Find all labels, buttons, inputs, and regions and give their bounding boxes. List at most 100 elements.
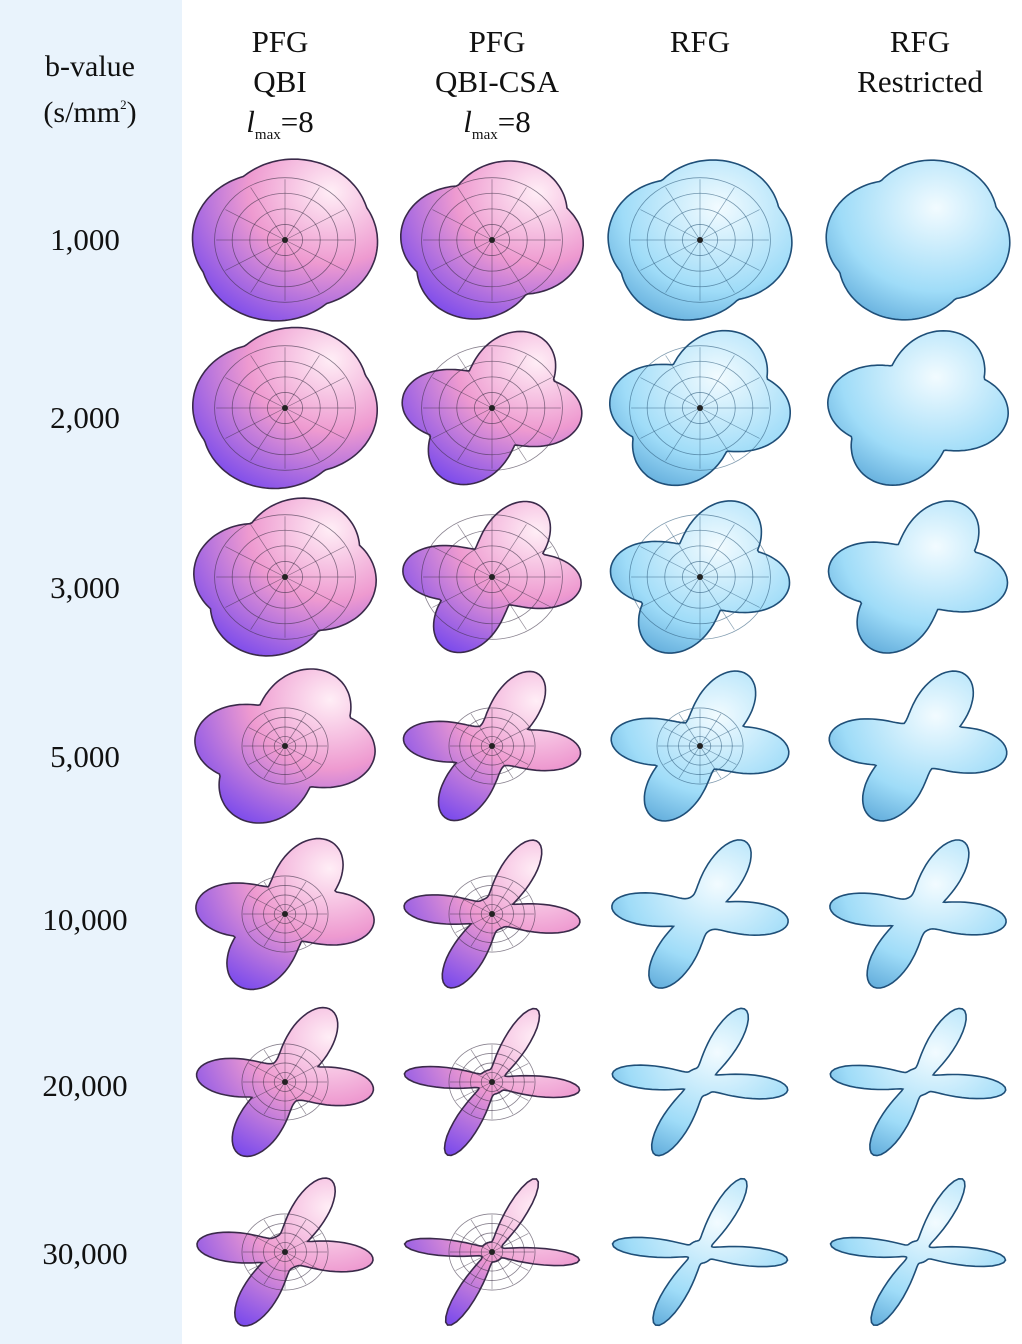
mesh-spoke <box>470 745 493 779</box>
glyph-center <box>489 405 495 411</box>
mesh-spoke <box>678 713 701 747</box>
mesh-spoke <box>699 407 735 461</box>
mesh-spoke <box>455 727 493 747</box>
mesh-spoke <box>470 1081 493 1115</box>
rfg-odf-glyph <box>827 500 1009 654</box>
mesh-spoke <box>699 576 760 608</box>
mesh-spoke <box>284 1233 322 1253</box>
mesh-spoke <box>491 1251 529 1271</box>
mesh-spoke <box>699 745 737 765</box>
mesh-spoke <box>665 239 701 293</box>
mesh-spoke <box>491 546 552 578</box>
mesh-spoke <box>491 1251 514 1285</box>
column-header-line2: QBI-CSA <box>434 64 559 99</box>
mesh-spoke <box>432 546 493 578</box>
mesh-spoke <box>699 187 735 241</box>
mesh-spoke <box>225 239 286 271</box>
mesh-spoke <box>225 407 286 439</box>
mesh-spoke <box>699 407 760 439</box>
glyph-center <box>282 1249 288 1255</box>
mesh-spoke <box>284 1081 322 1101</box>
glyph-center <box>697 743 703 749</box>
row-label-b-value: 20,000 <box>42 1068 128 1103</box>
mesh-spoke <box>491 524 527 578</box>
mesh-spoke <box>491 1081 529 1101</box>
mesh-spoke <box>491 1049 514 1083</box>
column-header-pfg-qbi-csa: PFG QBI-CSA lmax=8 <box>397 22 597 155</box>
column-header-line1: PFG <box>468 24 526 59</box>
mesh-spoke <box>470 913 493 947</box>
lmax-label: lmax=8 <box>246 104 314 143</box>
row-label-b-value: 10,000 <box>42 902 128 937</box>
rfg-odf-glyph <box>829 1177 1007 1327</box>
mesh-spoke <box>225 209 286 241</box>
glyph-center <box>282 574 288 580</box>
rfg-odf-glyph <box>829 1007 1007 1157</box>
mesh-spoke <box>263 913 286 947</box>
mesh-spoke <box>491 727 529 747</box>
mesh-spoke <box>640 377 701 409</box>
mesh-spoke <box>250 355 286 409</box>
mesh-spoke <box>665 355 701 409</box>
mesh-spoke <box>284 546 345 578</box>
mesh-spoke <box>470 713 493 747</box>
rfg-odf-glyph <box>826 329 1010 487</box>
mesh-spoke <box>250 187 286 241</box>
mesh-spoke <box>699 546 760 578</box>
mesh-spoke <box>284 187 320 241</box>
mesh-spoke <box>248 745 286 765</box>
mesh-spoke <box>457 187 493 241</box>
mesh-spoke <box>665 407 701 461</box>
mesh-spoke <box>470 881 493 915</box>
column-header-line2: QBI <box>253 64 307 99</box>
mesh-spoke <box>699 745 722 779</box>
mesh-spoke <box>640 209 701 241</box>
mesh-ring <box>629 514 771 640</box>
mesh-spoke <box>491 239 552 271</box>
mesh-spoke <box>248 1063 286 1083</box>
glyph-center <box>282 1079 288 1085</box>
mesh-spoke <box>263 745 286 779</box>
mesh-ring <box>421 177 563 303</box>
mesh-spoke <box>663 727 701 747</box>
mesh-spoke <box>491 355 527 409</box>
mesh-spoke <box>432 239 493 271</box>
mesh-spoke <box>284 524 320 578</box>
mesh-spoke <box>455 895 493 915</box>
glyph-center <box>282 405 288 411</box>
mesh-spoke <box>250 524 286 578</box>
mesh-spoke <box>491 209 552 241</box>
b-value-title: b-value <box>45 50 135 83</box>
glyph-center <box>489 237 495 243</box>
mesh-ring <box>241 875 329 953</box>
mesh-spoke <box>699 239 735 293</box>
mesh-spoke <box>284 239 320 293</box>
column-header-line1: RFG <box>669 24 731 59</box>
column-header-line2: Restricted <box>857 64 983 99</box>
mesh-spoke <box>699 713 722 747</box>
mesh-spoke <box>284 576 320 630</box>
glyph-center <box>697 405 703 411</box>
mesh-spoke <box>665 187 701 241</box>
mesh-spoke <box>455 745 493 765</box>
mesh-spoke <box>678 745 701 779</box>
mesh-spoke <box>284 377 345 409</box>
mesh-spoke <box>491 913 514 947</box>
b-value-header: b-value (s/mm2) <box>0 48 180 132</box>
glyph-center <box>489 743 495 749</box>
mesh-spoke <box>284 881 307 915</box>
mesh-spoke <box>491 1063 529 1083</box>
mesh-ring <box>241 1043 329 1121</box>
mesh-spoke <box>263 881 286 915</box>
mesh-spoke <box>491 187 527 241</box>
mesh-spoke <box>432 377 493 409</box>
mesh-spoke <box>665 524 701 578</box>
mesh-spoke <box>263 1081 286 1115</box>
mesh-spoke <box>455 1063 493 1083</box>
mesh-spoke <box>457 407 493 461</box>
row-label-b-value: 3,000 <box>50 570 120 605</box>
mesh-spoke <box>455 1251 493 1271</box>
glyph-center <box>489 574 495 580</box>
mesh-spoke <box>263 1049 286 1083</box>
